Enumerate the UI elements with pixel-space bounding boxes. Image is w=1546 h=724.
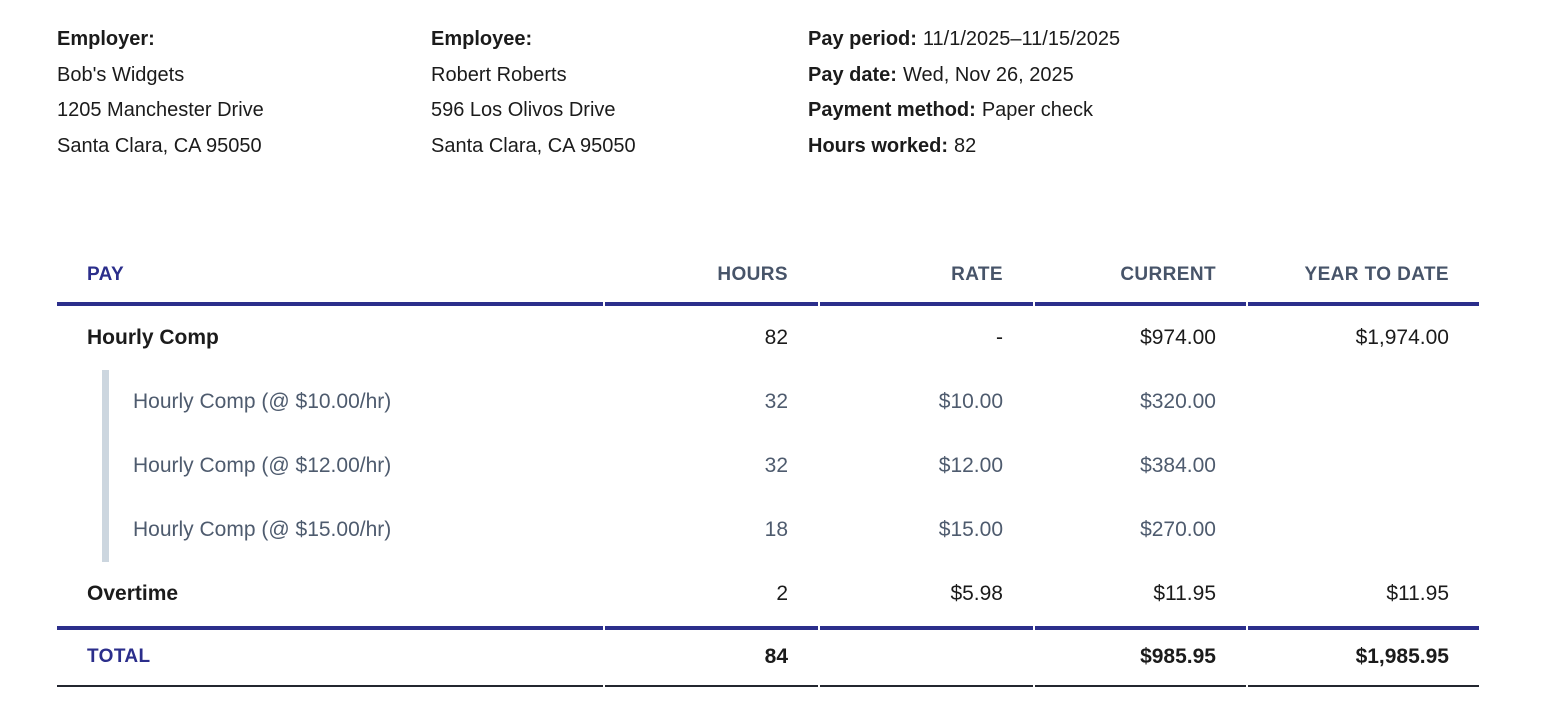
rate-value: $10.00 (938, 390, 1003, 413)
pay-period-value: 11/1/2025–11/15/2025 (922, 28, 1121, 50)
column-header-rate: RATE (820, 260, 1033, 306)
total-label: TOTAL (57, 626, 603, 687)
hours-value: 18 (764, 518, 788, 541)
table-row-hourly-comp: Hourly Comp 82 - $974.00 $1,974.00 (57, 306, 1479, 370)
table-subrow-rate-10: Hourly Comp (@ $10.00/hr) 32 $10.00 $320… (57, 370, 1479, 434)
table-row-total: TOTAL 84 $985.95 $1,985.95 (57, 626, 1479, 687)
ytd-value: $11.95 (1386, 582, 1449, 605)
employer-block: Employer: Bob's Widgets 1205 Manchester … (57, 22, 431, 164)
pay-details-block: Pay period: 11/1/2025–11/15/2025 Pay date… (808, 22, 1120, 164)
employee-address-line1: 596 Los Olivos Drive (431, 99, 616, 121)
paystub-header: Employer: Bob's Widgets 1205 Manchester … (57, 22, 1546, 164)
table-subrow-rate-12: Hourly Comp (@ $12.00/hr) 32 $12.00 $384… (57, 434, 1479, 498)
pay-period-label: Pay period: (808, 28, 917, 50)
employee-name: Robert Roberts (431, 63, 567, 86)
ytd-value (1248, 498, 1479, 562)
employer-address-line1: 1205 Manchester Drive (57, 99, 264, 121)
payment-method-label: Payment method: (808, 99, 976, 121)
employer-label: Employer: (57, 28, 155, 50)
current-value: $11.95 (1153, 582, 1216, 605)
current-value: $974.00 (1140, 326, 1216, 349)
hours-value: 32 (764, 390, 788, 413)
hours-value: 2 (776, 582, 788, 605)
pay-item-label: Hourly Comp (@ $12.00/hr) (57, 434, 603, 498)
current-value: $384.00 (1140, 454, 1216, 477)
rate-value: - (996, 326, 1003, 349)
column-header-ytd: YEAR TO DATE (1248, 260, 1479, 306)
total-ytd-value: $1,985.95 (1248, 626, 1479, 687)
hours-worked-label: Hours worked: (808, 134, 949, 157)
ytd-value: $1,974.00 (1355, 326, 1449, 349)
pay-date-label: Pay date: (808, 63, 897, 86)
hours-worked-value: 82 (954, 134, 977, 157)
total-hours-value: 84 (605, 626, 818, 687)
employee-block: Employee: Robert Roberts 596 Los Olivos … (431, 22, 808, 164)
employer-name: Bob's Widgets (57, 63, 185, 86)
pay-item-label: Hourly Comp (@ $15.00/hr) (57, 498, 603, 562)
payment-method-value: Paper check (981, 99, 1093, 121)
hours-worked-line: Hours worked: 82 (808, 129, 1120, 165)
paystub-page: Employer: Bob's Widgets 1205 Manchester … (55, 22, 1546, 687)
current-value: $320.00 (1140, 390, 1216, 413)
column-header-hours: HOURS (605, 260, 818, 306)
ytd-value (1248, 434, 1479, 498)
rate-value: $5.98 (950, 582, 1003, 605)
employee-label: Employee: (431, 28, 533, 50)
pay-period-line: Pay period: 11/1/2025–11/15/2025 (808, 22, 1120, 58)
employee-address-line2: Santa Clara, CA 95050 (431, 134, 636, 157)
pay-date-line: Pay date: Wed, Nov 26, 2025 (808, 58, 1120, 94)
hours-value: 32 (764, 454, 788, 477)
column-header-current: CURRENT (1035, 260, 1246, 306)
total-current-value: $985.95 (1035, 626, 1246, 687)
column-header-pay: PAY (57, 260, 603, 306)
table-subrow-rate-15: Hourly Comp (@ $15.00/hr) 18 $15.00 $270… (57, 498, 1479, 562)
pay-table-header-row: PAY HOURS RATE CURRENT YEAR TO DATE (57, 260, 1479, 306)
payment-method-line: Payment method: Paper check (808, 93, 1120, 129)
hours-value: 82 (764, 326, 788, 349)
employer-address-line2: Santa Clara, CA 95050 (57, 134, 262, 157)
pay-date-value: Wed, Nov 26, 2025 (902, 63, 1074, 86)
table-row-overtime: Overtime 2 $5.98 $11.95 $11.95 (57, 562, 1479, 626)
current-value: $270.00 (1140, 518, 1216, 541)
total-rate-value (820, 626, 1033, 687)
rate-value: $15.00 (938, 518, 1003, 541)
pay-item-label: Hourly Comp (87, 326, 219, 349)
pay-table: PAY HOURS RATE CURRENT YEAR TO DATE Hour… (55, 260, 1481, 687)
pay-item-label: Overtime (87, 582, 179, 605)
rate-value: $12.00 (938, 454, 1003, 477)
pay-item-label: Hourly Comp (@ $10.00/hr) (57, 370, 603, 434)
ytd-value (1248, 370, 1479, 434)
